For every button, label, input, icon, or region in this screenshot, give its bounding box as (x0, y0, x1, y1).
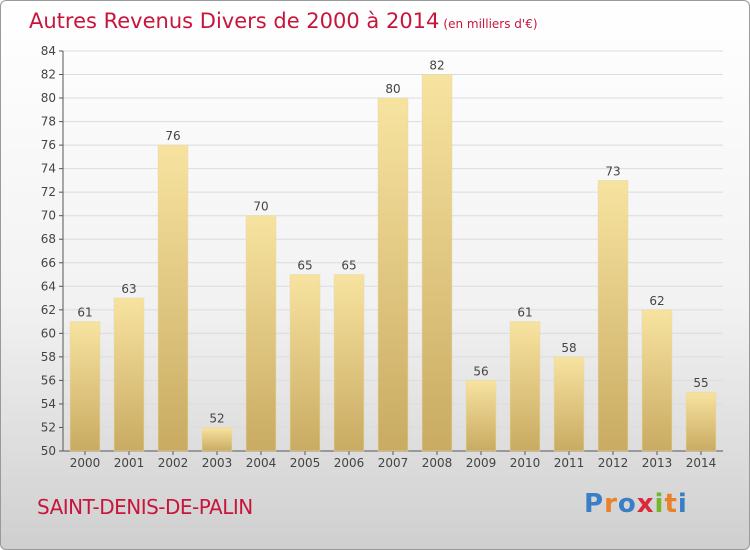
x-tick-label: 2004 (246, 456, 277, 470)
y-tick-label: 72 (41, 185, 56, 199)
x-tick-label: 2014 (686, 456, 717, 470)
x-tick-label: 2005 (290, 456, 321, 470)
chart-title: Autres Revenus Divers de 2000 à 2014 (en … (29, 9, 538, 33)
data-label-2006: 65 (341, 259, 356, 273)
commune-name: SAINT-DENIS-DE-PALIN (37, 495, 253, 519)
bar-2014 (685, 391, 717, 452)
bar-2011 (553, 356, 585, 452)
bar-2001 (113, 297, 145, 452)
x-tick-label: 2010 (510, 456, 541, 470)
logo-letter: o (617, 489, 637, 519)
bar-2009 (465, 380, 497, 452)
data-labels: 61 63 76 52 70 65 65 80 82 56 61 58 73 62 55 (77, 59, 708, 426)
data-label-2009: 56 (473, 364, 488, 378)
logo-letter: t (664, 489, 678, 519)
y-tick-label: 56 (41, 373, 56, 387)
bar-2007 (377, 97, 409, 452)
data-label-2001: 63 (121, 282, 136, 296)
x-tick-label: 2003 (202, 456, 233, 470)
data-label-2003: 52 (209, 411, 224, 425)
data-label-2010: 61 (517, 306, 532, 320)
y-tick-label: 62 (41, 303, 56, 317)
bar-2013 (641, 309, 673, 452)
y-tick-labels: 50 52 54 56 58 60 62 64 66 68 70 72 74 76 78 80 82 84 (41, 44, 56, 458)
bar-2006 (333, 274, 365, 452)
bar-2002 (157, 144, 189, 452)
x-tick-label: 2009 (466, 456, 497, 470)
logo-letter: x (636, 489, 655, 519)
x-tick-label: 2012 (598, 456, 629, 470)
bar-2000 (69, 321, 101, 452)
x-tick-label: 2007 (378, 456, 409, 470)
y-tick-label: 60 (41, 326, 56, 340)
y-tick-label: 54 (41, 397, 56, 411)
y-tick-label: 64 (41, 279, 56, 293)
y-tick-label: 58 (41, 350, 56, 364)
bar-2004 (245, 215, 277, 452)
y-tick-label: 80 (41, 91, 56, 105)
y-tick-label: 78 (41, 115, 56, 129)
bar-2005 (289, 274, 321, 452)
x-tick-label: 2000 (70, 456, 101, 470)
y-tick-label: 52 (41, 420, 56, 434)
data-label-2005: 65 (297, 259, 312, 273)
logo-letter: i (654, 489, 665, 519)
data-label-2011: 58 (561, 341, 576, 355)
x-tick-label: 2002 (158, 456, 189, 470)
x-tick-label: 2011 (554, 456, 585, 470)
chart-unit: (en milliers d'€) (443, 17, 538, 31)
data-label-2013: 62 (649, 294, 664, 308)
chart-title-text: Autres Revenus Divers de 2000 à 2014 (29, 9, 440, 33)
y-tick-label: 66 (41, 256, 56, 270)
data-label-2008: 82 (429, 59, 444, 73)
data-label-2002: 76 (165, 129, 180, 143)
bar-2003 (201, 427, 233, 452)
y-tick-label: 50 (41, 444, 56, 458)
x-tick-label: 2013 (642, 456, 673, 470)
x-tick-label: 2001 (114, 456, 145, 470)
bar-2008 (421, 74, 453, 452)
bar-2012 (597, 180, 629, 452)
x-tick-label: 2008 (422, 456, 453, 470)
data-label-2014: 55 (693, 376, 708, 390)
y-tick-label: 70 (41, 209, 56, 223)
bars (69, 74, 717, 452)
logo-letter: i (677, 489, 688, 519)
y-tick-label: 84 (41, 44, 56, 58)
data-label-2004: 70 (253, 200, 268, 214)
data-label-2007: 80 (385, 82, 400, 96)
y-tick-label: 68 (41, 232, 56, 246)
proxiti-logo: Proxiti (584, 489, 688, 519)
x-tick-labels: 2000 2001 2002 2003 2004 2005 2006 2007 2008 2009… (70, 456, 717, 470)
logo-letter: P (584, 489, 605, 519)
x-tick-label: 2006 (334, 456, 365, 470)
data-label-2012: 73 (605, 164, 620, 178)
data-label-2000: 61 (77, 306, 92, 320)
y-tick-label: 74 (41, 162, 56, 176)
logo-letter: r (604, 489, 618, 519)
bar-2010 (509, 321, 541, 452)
y-tick-label: 82 (41, 68, 56, 82)
y-tick-label: 76 (41, 138, 56, 152)
